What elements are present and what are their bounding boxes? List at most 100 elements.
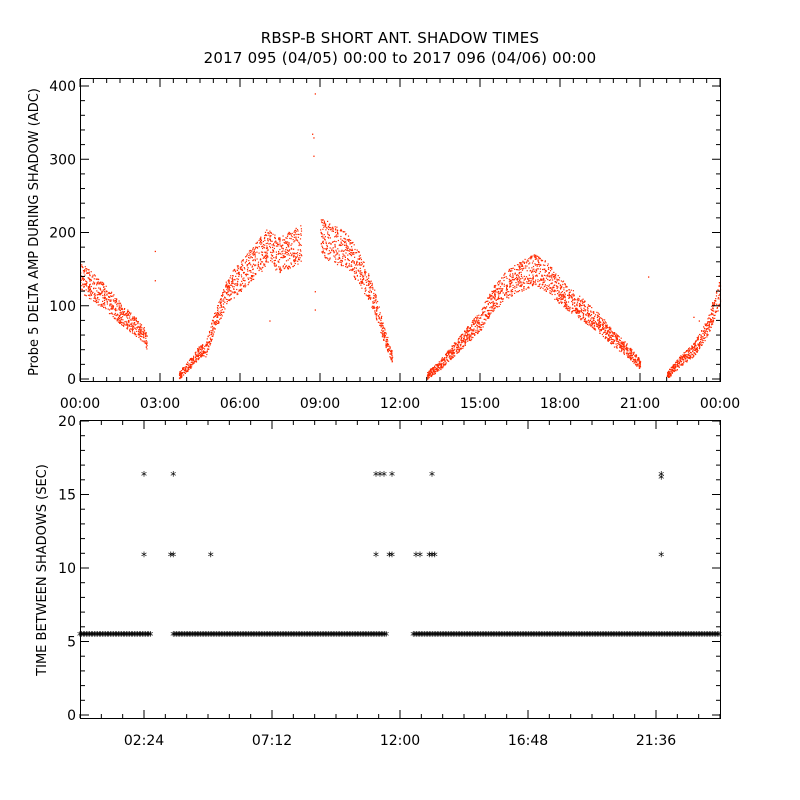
amp-point [711,309,713,311]
amp-point [490,309,492,312]
interval-baseline-point: * [583,629,589,643]
amp-point [241,259,243,262]
amp-point [126,322,128,324]
amp-point [244,283,246,285]
interval-baseline-point: * [125,629,131,643]
amp-point [605,336,607,338]
amp-point [474,334,476,336]
amp-point [287,265,289,267]
amp-point [563,295,565,297]
amp-point [258,252,260,254]
amp-point [329,252,331,254]
amp-point [337,248,339,250]
amp-point [579,315,581,317]
amp-point [324,222,326,224]
amp-point [629,350,631,352]
amp-point [233,286,235,288]
amp-point [269,247,272,249]
amp-point [140,330,142,333]
interval-baseline-point: * [117,629,123,643]
amp-point [145,337,147,339]
amp-point [431,374,434,376]
amp-point [112,306,114,309]
amp-point [696,351,698,353]
amp-point [261,245,263,247]
amp-point [532,271,534,273]
amp-point [257,265,259,267]
amp-point [695,349,697,351]
interval-baseline-point: * [598,629,604,643]
interval-baseline-point: * [383,629,389,643]
amp-point [519,268,521,270]
amp-point [384,329,386,331]
amp-point [558,290,560,292]
amp-point [681,363,683,365]
amp-point [484,307,486,309]
amp-point [223,291,225,293]
amp-point [427,372,429,374]
amp-point [477,332,479,334]
amp-point [143,340,145,342]
interval-baseline-point: * [225,629,231,643]
amp-point [242,260,244,262]
amp-point [328,234,330,237]
amp-point [482,314,484,316]
amp-point [589,305,591,307]
interval-baseline-point: * [128,629,134,643]
amp-point [621,349,623,352]
amp-point [617,343,619,345]
amp-point [440,364,442,367]
amp-point [270,257,272,259]
amp-point [544,261,546,263]
amp-point [464,333,466,335]
amp-point [576,303,578,305]
amp-point [284,253,286,255]
amp-point [114,298,116,300]
amp-point [344,242,346,244]
amp-point [440,368,442,371]
amp-point [536,270,538,272]
amp-point [138,336,140,338]
amp-point [210,342,212,344]
amp-point [520,281,522,283]
amp-point [605,333,608,335]
amp-point [520,285,522,287]
amp-point [214,315,216,317]
amp-x-tick-label: 06:00 [220,396,260,412]
amp-point [572,298,574,301]
amp-point [351,249,354,252]
amp-point [118,315,120,318]
amp-point [126,327,128,329]
amp-point [553,271,555,273]
amp-point [493,303,495,305]
amp-point [257,263,259,265]
amp-point [606,332,608,334]
amp-point [260,268,262,270]
amp-point [258,266,260,268]
amp-point [135,328,137,330]
amp-point [519,280,521,282]
amp-point [564,295,566,297]
amp-point [228,281,230,283]
amp-point [109,305,111,307]
amp-point [111,313,113,315]
amp-point [694,353,696,355]
amp-point [479,326,481,328]
amp-point [627,356,630,359]
amp-point [488,312,490,314]
amp-point [377,300,379,303]
amp-point [565,285,567,287]
amp-point [462,347,464,349]
amp-point [687,351,690,353]
amp-point [526,282,528,284]
amp-point [518,277,520,279]
interval-baseline-point: * [244,629,250,643]
interval-baseline-point: * [487,629,493,643]
amp-point [327,258,329,260]
amp-outlier-point [698,320,700,322]
amp-point [558,295,560,297]
amp-point [102,294,104,297]
amp-point [133,333,135,335]
amp-point [475,320,477,322]
amp-point [618,336,620,338]
